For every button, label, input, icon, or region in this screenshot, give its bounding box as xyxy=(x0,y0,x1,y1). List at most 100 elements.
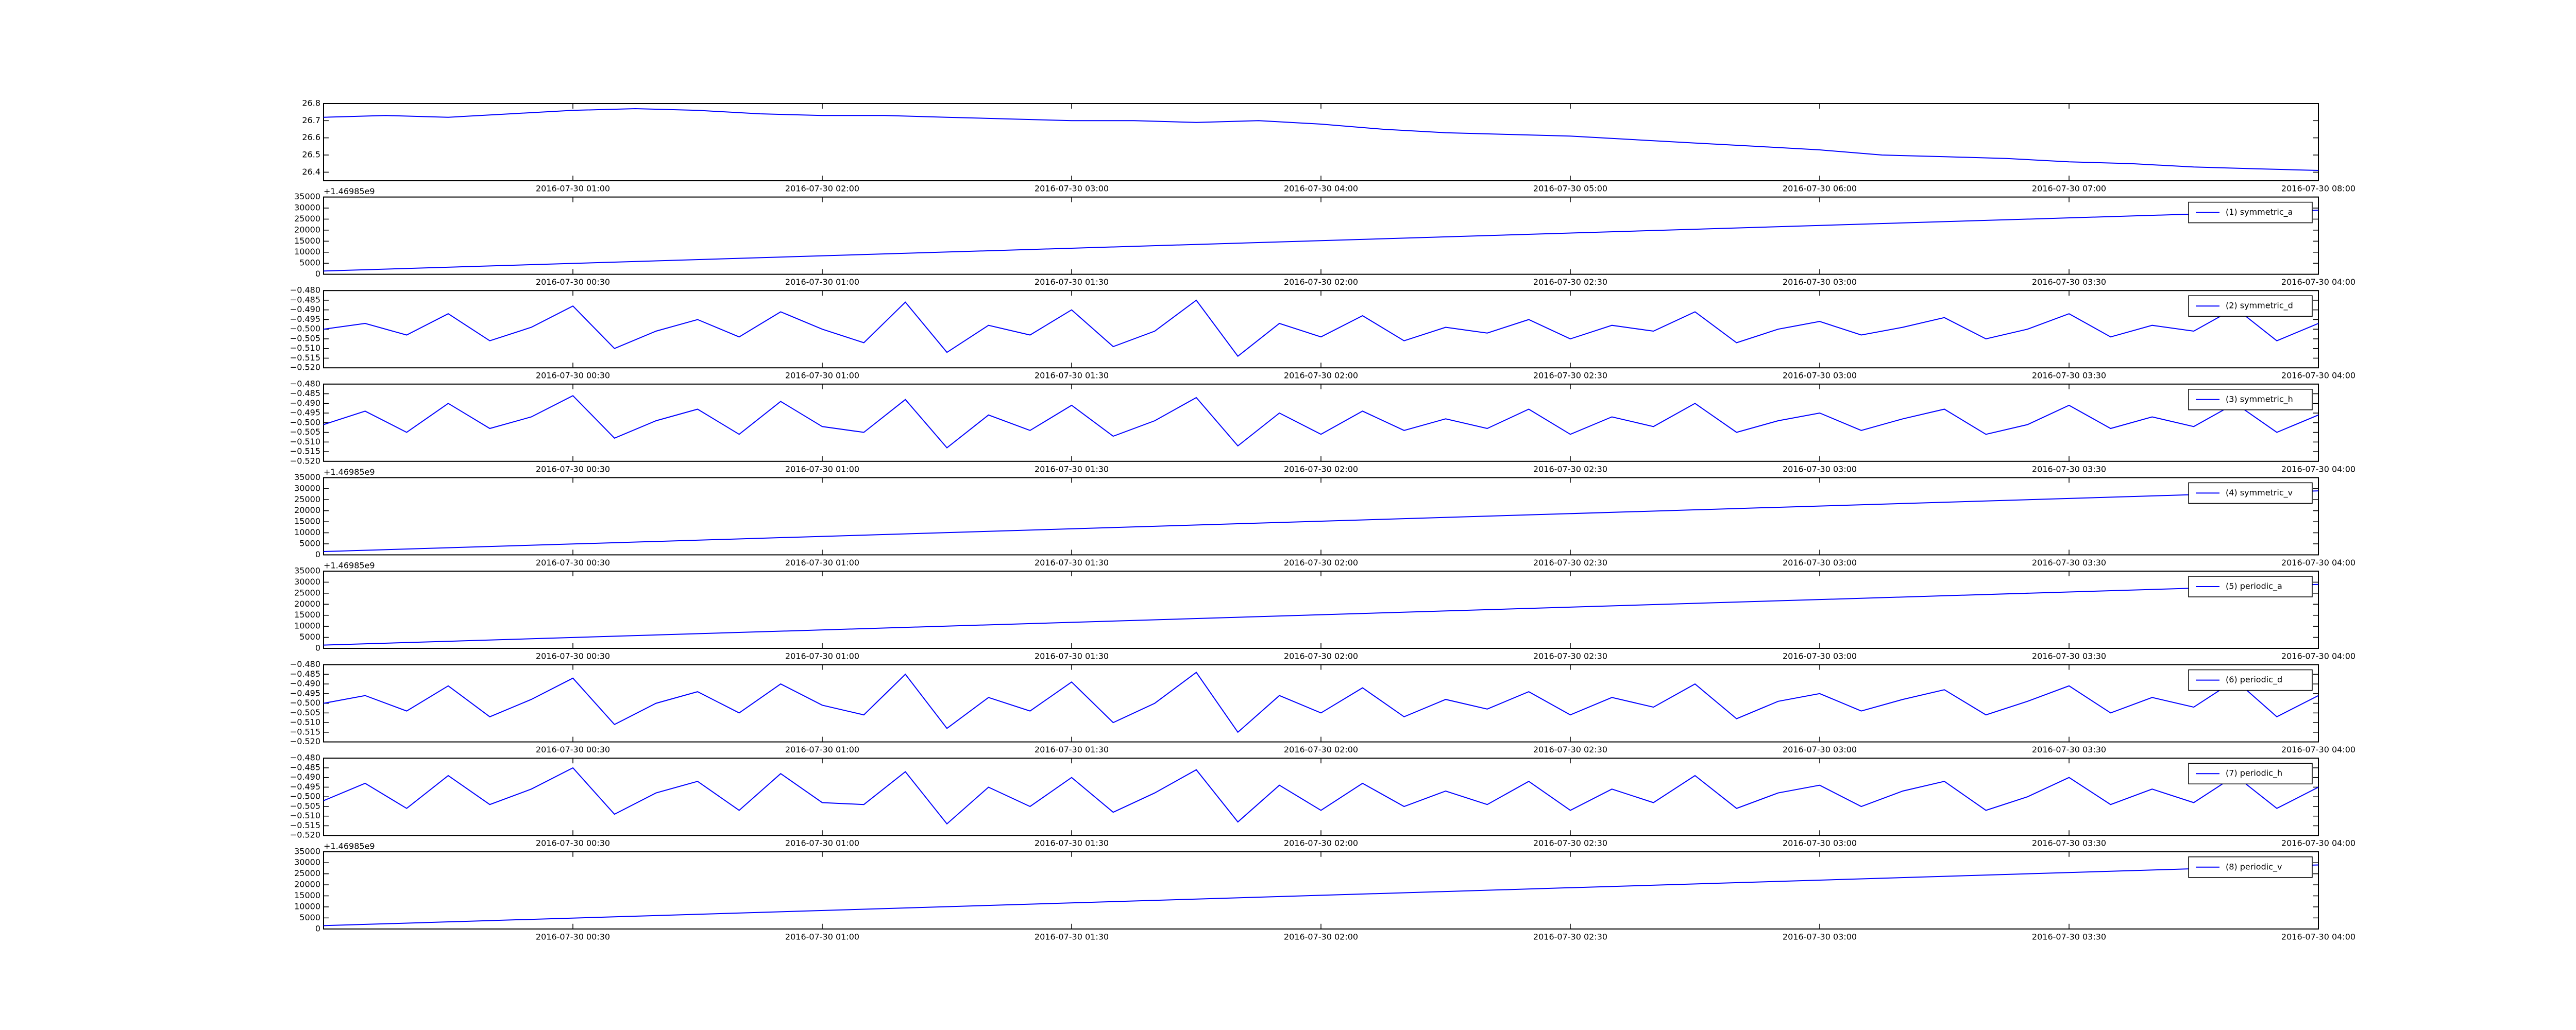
x-tick-label: 2016-07-30 01:30 xyxy=(1035,277,1109,287)
y-tick-label: −0.485 xyxy=(290,388,320,398)
legend-label: (3) symmetric_h xyxy=(2226,394,2293,404)
y-tick-label: 26.8 xyxy=(302,98,320,108)
x-tick-label: 2016-07-30 01:30 xyxy=(1035,371,1109,381)
x-tick-label: 2016-07-30 01:30 xyxy=(1035,932,1109,941)
x-tick-label: 2016-07-30 01:30 xyxy=(1035,464,1109,474)
y-tick-label: 35000 xyxy=(294,846,320,856)
y-tick-label: −0.500 xyxy=(290,417,320,427)
offset-text: +1.46985e9 xyxy=(324,841,375,851)
x-tick-label: 2016-07-30 01:30 xyxy=(1035,745,1109,754)
y-tick-label: 5000 xyxy=(299,913,320,922)
legend-label: (8) periodic_v xyxy=(2226,862,2282,872)
x-tick-label: 2016-07-30 02:30 xyxy=(1533,651,1607,661)
x-tick-label: 2016-07-30 03:30 xyxy=(2032,558,2106,568)
x-tick-label: 2016-07-30 03:00 xyxy=(1783,558,1857,568)
y-tick-label: 15000 xyxy=(294,236,320,246)
x-tick-label: 2016-07-30 01:00 xyxy=(785,277,859,287)
data-line xyxy=(323,108,2319,171)
x-tick-label: 2016-07-30 04:00 xyxy=(2281,651,2355,661)
y-tick-label: −0.515 xyxy=(290,447,320,456)
y-tick-label: 5000 xyxy=(299,258,320,268)
x-tick-label: 2016-07-30 03:30 xyxy=(2032,745,2106,754)
x-tick-label: 2016-07-30 03:00 xyxy=(1783,745,1857,754)
y-tick-label: −0.505 xyxy=(290,801,320,811)
y-tick-label: 10000 xyxy=(294,247,320,256)
x-tick-label: 2016-07-30 00:30 xyxy=(536,277,610,287)
y-tick-label: 30000 xyxy=(294,577,320,587)
y-tick-label: −0.520 xyxy=(290,363,320,372)
y-tick-label: 15000 xyxy=(294,610,320,620)
y-tick-label: 15000 xyxy=(294,517,320,526)
y-tick-label: 26.4 xyxy=(302,167,320,177)
offset-text: +1.46985e9 xyxy=(324,561,375,571)
y-tick-label: −0.500 xyxy=(290,324,320,334)
y-tick-label: 25000 xyxy=(294,214,320,224)
x-tick-label: 2016-07-30 04:00 xyxy=(2281,371,2355,381)
x-tick-label: 2016-07-30 01:00 xyxy=(785,651,859,661)
x-tick-label: 2016-07-30 06:00 xyxy=(1783,184,1857,194)
x-tick-label: 2016-07-30 02:00 xyxy=(1284,464,1358,474)
x-tick-label: 2016-07-30 04:00 xyxy=(1284,184,1358,194)
x-tick-label: 2016-07-30 00:30 xyxy=(536,651,610,661)
x-tick-label: 2016-07-30 03:00 xyxy=(1783,464,1857,474)
x-tick-label: 2016-07-30 03:00 xyxy=(1783,371,1857,381)
y-tick-label: 5000 xyxy=(299,538,320,548)
legend-label: (7) periodic_h xyxy=(2226,768,2282,779)
data-line xyxy=(323,395,2319,449)
x-tick-label: 2016-07-30 07:00 xyxy=(2032,184,2106,194)
x-tick-label: 2016-07-30 02:00 xyxy=(1284,932,1358,941)
data-line xyxy=(323,864,2319,926)
x-tick-label: 2016-07-30 00:30 xyxy=(536,371,610,381)
y-tick-label: 0 xyxy=(315,923,320,933)
x-tick-label: 2016-07-30 04:00 xyxy=(2281,464,2355,474)
y-tick-label: 0 xyxy=(315,643,320,653)
y-tick-label: 35000 xyxy=(294,566,320,576)
data-line xyxy=(323,583,2319,646)
data-line xyxy=(323,767,2319,825)
x-tick-label: 2016-07-30 04:00 xyxy=(2281,932,2355,941)
legend-label: (6) periodic_d xyxy=(2226,675,2282,685)
x-tick-label: 2016-07-30 03:00 xyxy=(1035,184,1109,194)
x-tick-label: 2016-07-30 03:00 xyxy=(1783,838,1857,848)
y-tick-label: −0.505 xyxy=(290,427,320,437)
y-tick-label: 20000 xyxy=(294,225,320,234)
y-tick-label: −0.505 xyxy=(290,708,320,717)
data-line xyxy=(323,299,2319,357)
x-tick-label: 2016-07-30 02:30 xyxy=(1533,371,1607,381)
y-tick-label: −0.485 xyxy=(290,762,320,772)
legend-label: (1) symmetric_a xyxy=(2226,207,2293,217)
y-tick-label: −0.495 xyxy=(290,782,320,792)
x-tick-label: 2016-07-30 04:00 xyxy=(2281,558,2355,568)
y-tick-label: 26.6 xyxy=(302,132,320,142)
y-tick-label: 10000 xyxy=(294,901,320,911)
data-line xyxy=(323,210,2319,272)
legend-label: (5) periodic_a xyxy=(2226,581,2282,592)
x-tick-label: 2016-07-30 03:00 xyxy=(1783,932,1857,941)
y-tick-label: 30000 xyxy=(294,203,320,213)
x-tick-label: 2016-07-30 03:30 xyxy=(2032,651,2106,661)
y-tick-label: −0.490 xyxy=(290,679,320,689)
x-tick-label: 2016-07-30 03:30 xyxy=(2032,838,2106,848)
y-tick-label: 20000 xyxy=(294,505,320,515)
x-tick-label: 2016-07-30 01:30 xyxy=(1035,558,1109,568)
y-tick-label: 35000 xyxy=(294,192,320,201)
y-tick-label: −0.515 xyxy=(290,820,320,830)
x-tick-label: 2016-07-30 02:30 xyxy=(1533,558,1607,568)
y-tick-label: 25000 xyxy=(294,588,320,597)
x-tick-label: 2016-07-30 01:00 xyxy=(785,838,859,848)
y-tick-label: −0.520 xyxy=(290,736,320,746)
y-tick-label: 20000 xyxy=(294,599,320,609)
y-tick-label: −0.490 xyxy=(290,772,320,782)
x-tick-label: 2016-07-30 02:00 xyxy=(1284,745,1358,754)
y-tick-label: 26.7 xyxy=(302,115,320,125)
y-tick-label: 10000 xyxy=(294,621,320,631)
x-tick-label: 2016-07-30 02:30 xyxy=(1533,838,1607,848)
y-tick-label: 30000 xyxy=(294,857,320,867)
x-tick-label: 2016-07-30 02:00 xyxy=(1284,371,1358,381)
x-tick-label: 2016-07-30 04:00 xyxy=(2281,277,2355,287)
x-tick-label: 2016-07-30 02:30 xyxy=(1533,464,1607,474)
x-tick-label: 2016-07-30 00:30 xyxy=(536,932,610,941)
y-tick-label: −0.480 xyxy=(290,753,320,763)
x-tick-label: 2016-07-30 03:30 xyxy=(2032,932,2106,941)
